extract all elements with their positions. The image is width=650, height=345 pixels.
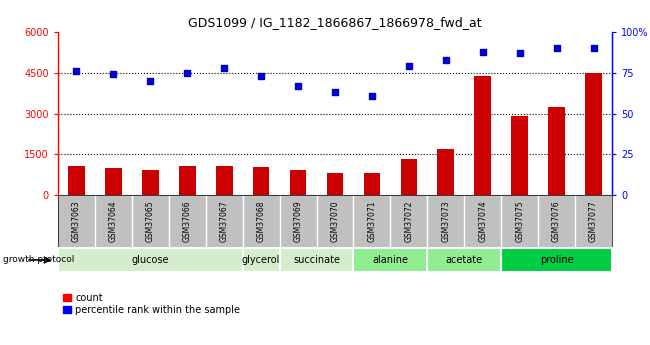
Bar: [427, 248, 501, 272]
Bar: [216, 166, 233, 195]
Text: GSM37065: GSM37065: [146, 201, 155, 242]
Bar: [363, 173, 380, 195]
Text: GSM37068: GSM37068: [257, 201, 266, 242]
Bar: [290, 170, 306, 195]
Bar: [68, 167, 84, 195]
Text: acetate: acetate: [446, 255, 483, 265]
Text: GSM37066: GSM37066: [183, 201, 192, 242]
Text: GSM37075: GSM37075: [515, 201, 524, 242]
Text: GSM37071: GSM37071: [367, 201, 376, 242]
Text: GSM37063: GSM37063: [72, 201, 81, 242]
Point: [219, 65, 229, 71]
Text: glucose: glucose: [131, 255, 169, 265]
Bar: [501, 248, 612, 272]
Title: GDS1099 / IG_1182_1866867_1866978_fwd_at: GDS1099 / IG_1182_1866867_1866978_fwd_at: [188, 17, 482, 29]
Bar: [549, 107, 565, 195]
Text: GSM37074: GSM37074: [478, 201, 488, 242]
Point: [441, 57, 451, 62]
Point: [330, 90, 340, 95]
Text: glycerol: glycerol: [242, 255, 280, 265]
Point: [256, 73, 266, 79]
Point: [478, 49, 488, 54]
Bar: [253, 167, 270, 195]
Bar: [474, 76, 491, 195]
Point: [145, 78, 155, 83]
Point: [404, 63, 414, 69]
Point: [588, 46, 599, 51]
Text: GSM37073: GSM37073: [441, 201, 450, 242]
Text: GSM37069: GSM37069: [294, 201, 302, 242]
Bar: [242, 248, 280, 272]
Text: alanine: alanine: [372, 255, 408, 265]
Bar: [585, 73, 602, 195]
Text: GSM37067: GSM37067: [220, 201, 229, 242]
Point: [551, 46, 562, 51]
Legend: count, percentile rank within the sample: count, percentile rank within the sample: [63, 293, 241, 315]
Point: [293, 83, 304, 89]
Text: GSM37072: GSM37072: [404, 201, 413, 242]
Point: [182, 70, 192, 76]
Text: GSM37076: GSM37076: [552, 201, 561, 242]
Text: GSM37064: GSM37064: [109, 201, 118, 242]
Point: [108, 72, 118, 77]
Text: succinate: succinate: [293, 255, 340, 265]
Bar: [354, 248, 427, 272]
Bar: [142, 170, 159, 195]
Bar: [437, 149, 454, 195]
Bar: [179, 166, 196, 195]
Bar: [58, 248, 242, 272]
Text: proline: proline: [540, 255, 573, 265]
Bar: [512, 116, 528, 195]
Bar: [280, 248, 354, 272]
Point: [72, 68, 82, 74]
Bar: [105, 168, 122, 195]
Point: [514, 50, 525, 56]
Point: [367, 93, 377, 98]
Text: growth protocol: growth protocol: [3, 256, 75, 265]
Bar: [327, 173, 343, 195]
Text: GSM37070: GSM37070: [330, 201, 339, 242]
Bar: [400, 159, 417, 195]
Text: GSM37077: GSM37077: [589, 201, 598, 242]
